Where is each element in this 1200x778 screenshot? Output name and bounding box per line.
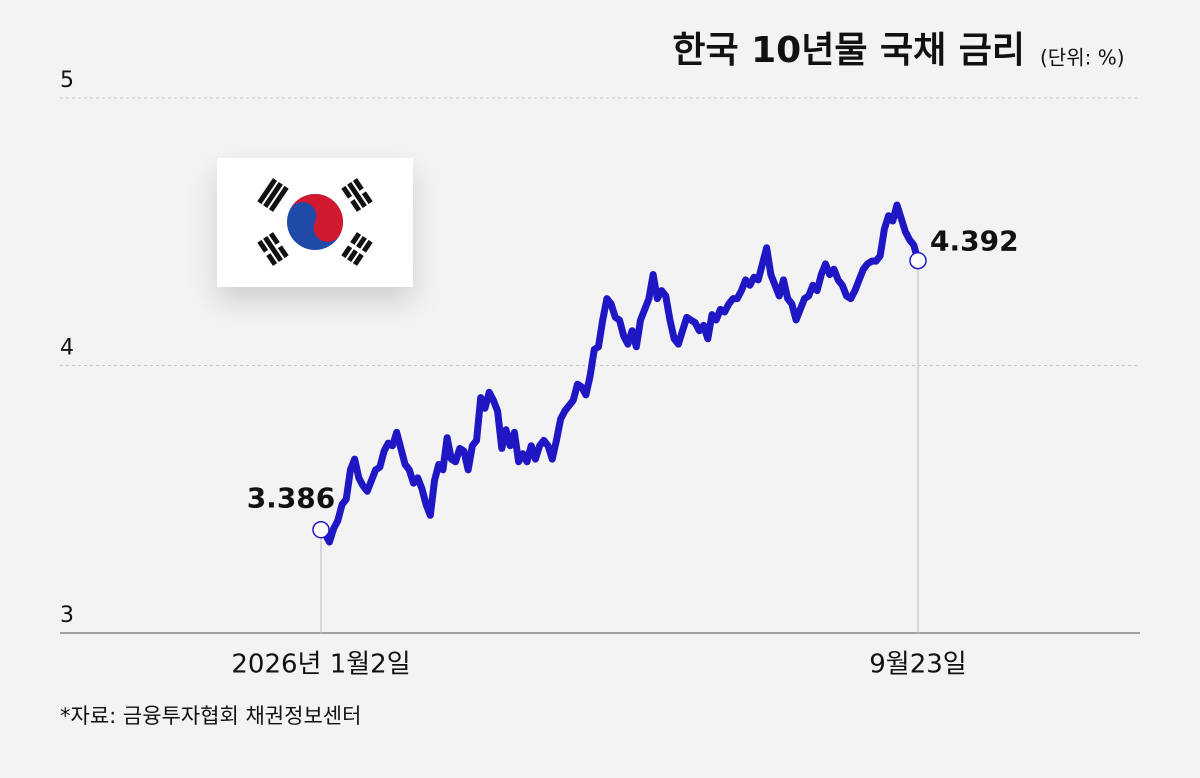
flag-emblem — [257, 178, 373, 266]
x-tick-label: 9월23일 — [869, 650, 966, 680]
data-label: 3.386 — [247, 482, 336, 515]
chart-title: 한국 10년물 국채 금리 — [672, 30, 1025, 71]
y-tick-label: 3 — [60, 603, 74, 628]
source-note: *자료: 금융투자협회 채권정보센터 — [60, 704, 361, 728]
end-marker — [312, 520, 330, 539]
chart-subtitle: (단위: %) — [1040, 46, 1125, 70]
data-label: 4.392 — [930, 225, 1019, 258]
line-series — [317, 201, 922, 546]
y-tick-label: 5 — [60, 68, 74, 93]
y-tick-label: 4 — [60, 336, 74, 361]
x-tick-label: 2026년 1월2일 — [231, 650, 410, 680]
end-marker — [909, 251, 927, 270]
